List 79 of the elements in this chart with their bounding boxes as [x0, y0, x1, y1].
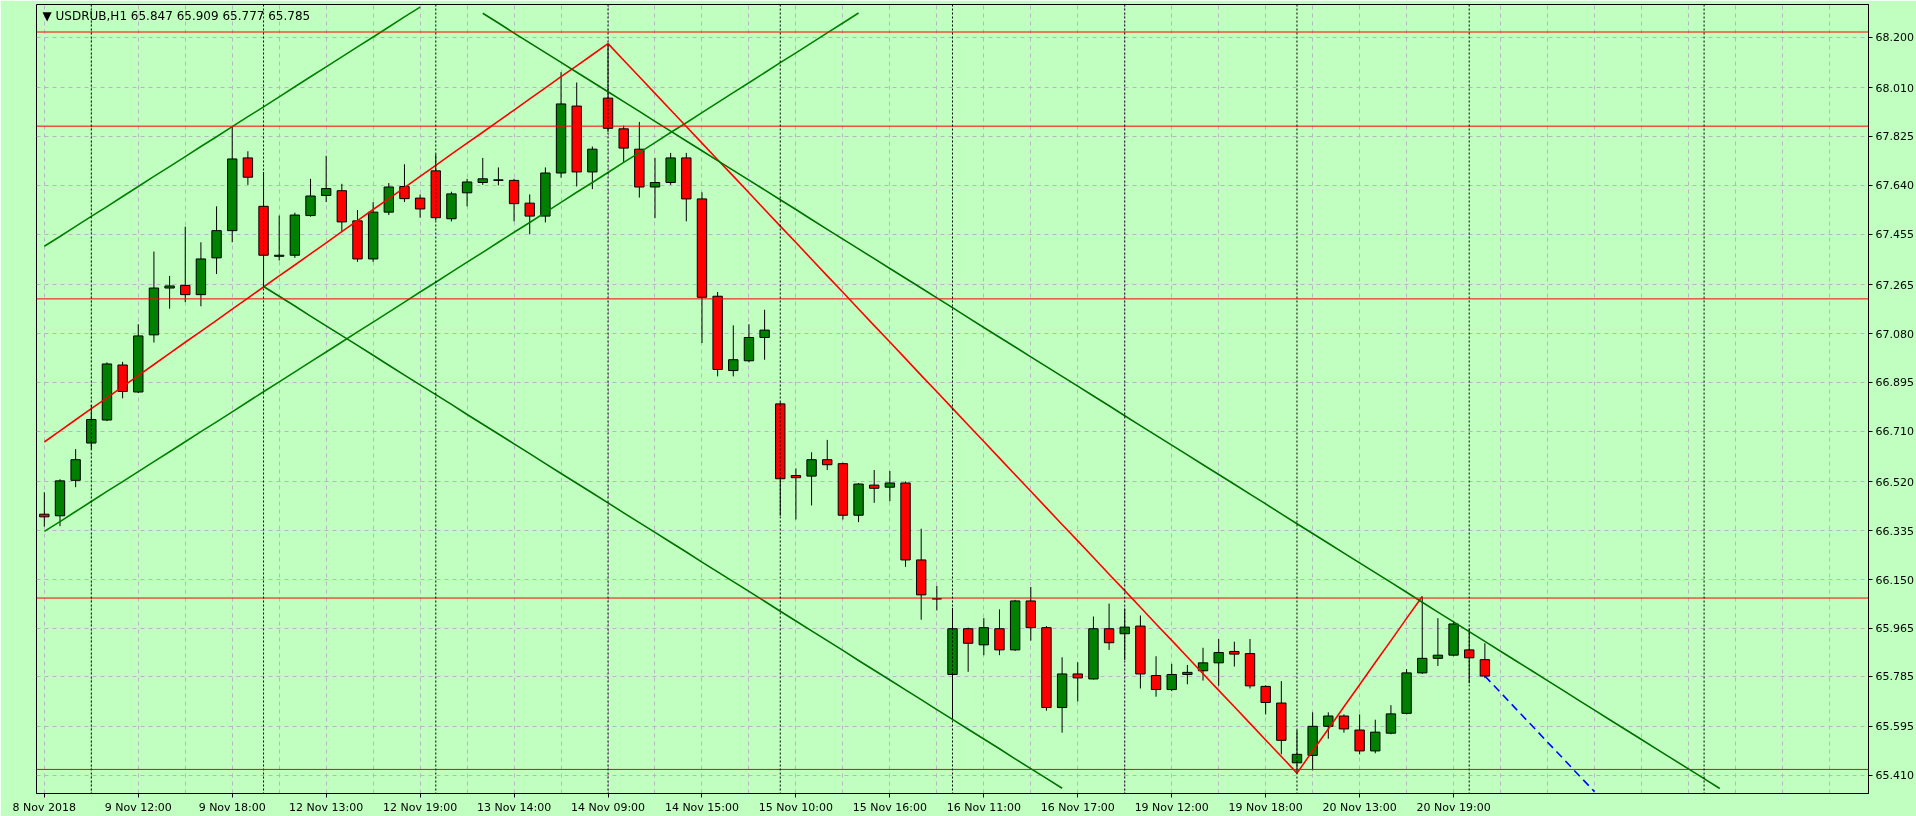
x-tick-label: 19 Nov 12:00 — [1134, 800, 1209, 814]
candlestick — [524, 193, 535, 235]
candlestick — [1213, 638, 1224, 687]
x-tick-label: 16 Nov 11:00 — [946, 800, 1021, 814]
candlestick — [884, 470, 896, 502]
candlestick — [978, 617, 990, 656]
y-tick-label: 67.265 — [1875, 278, 1914, 292]
x-tick-label: 20 Nov 13:00 — [1322, 800, 1397, 814]
candlestick — [1072, 661, 1083, 702]
x-tick-label: 12 Nov 19:00 — [383, 800, 458, 814]
candlestick — [274, 215, 285, 262]
candlestick — [70, 448, 81, 488]
x-tick-label: 12 Nov 13:00 — [289, 800, 364, 814]
candlestick — [1338, 713, 1350, 734]
x-tick-label: 15 Nov 10:00 — [758, 800, 834, 814]
candlestick — [320, 155, 332, 203]
y-tick-label: 65.410 — [1875, 769, 1914, 783]
candlestick — [962, 627, 974, 673]
candlestick — [759, 309, 770, 361]
x-tick-label: 16 Nov 17:00 — [1040, 800, 1115, 814]
y-tick-label: 67.080 — [1875, 327, 1914, 341]
candlestick — [1370, 719, 1381, 754]
candlestick — [305, 178, 316, 218]
candlestick — [1323, 711, 1334, 740]
chart-title: ▼ USDRUB,H1 65.847 65.909 65.777 65.785 — [42, 8, 311, 23]
candlestick — [1385, 704, 1397, 735]
candlestick — [1229, 641, 1240, 668]
candlestick — [790, 467, 802, 520]
candlestick — [1103, 603, 1115, 651]
y-tick-label: 68.200 — [1875, 31, 1914, 45]
y-tick-label: 65.785 — [1875, 670, 1914, 684]
y-tick-label: 67.825 — [1875, 130, 1914, 144]
candlestick — [728, 324, 739, 377]
y-tick-label: 65.965 — [1875, 622, 1914, 636]
candlestick — [806, 451, 817, 506]
line-series — [262, 285, 1063, 790]
candlestick — [587, 146, 598, 190]
y-tick-label: 66.895 — [1875, 376, 1914, 390]
y-tick-label: 66.150 — [1875, 573, 1914, 587]
x-tick-label: 14 Nov 15:00 — [664, 800, 740, 814]
candlestick — [1166, 663, 1177, 692]
candlestick — [1197, 647, 1209, 682]
candlestick — [1150, 655, 1162, 698]
candlestick — [743, 323, 755, 363]
x-tick-label: 20 Nov 19:00 — [1416, 800, 1491, 814]
y-tick-label: 66.520 — [1875, 475, 1914, 489]
x-tick-label: 9 Nov 12:00 — [104, 800, 172, 814]
candlestick — [1479, 642, 1491, 679]
candlestick — [1432, 617, 1444, 667]
candlestick — [869, 469, 880, 504]
x-tick-label: 8 Nov 2018 — [12, 800, 77, 814]
candlestick — [414, 193, 426, 219]
candlestick — [1354, 713, 1365, 755]
candlestick — [461, 178, 473, 207]
line-series — [43, 12, 860, 533]
y-tick-label: 67.455 — [1875, 228, 1914, 242]
y-tick-label: 66.710 — [1875, 425, 1914, 439]
y-tick-label: 67.640 — [1875, 179, 1914, 193]
candlestick — [994, 608, 1005, 656]
line-series — [43, 6, 421, 248]
x-tick-label: 15 Nov 16:00 — [852, 800, 927, 814]
y-tick-label: 65.595 — [1875, 720, 1914, 734]
x-tick-label: 13 Nov 14:00 — [476, 800, 552, 814]
x-tick-label: 19 Nov 18:00 — [1228, 800, 1303, 814]
candlestick — [164, 275, 175, 310]
x-tick-label: 14 Nov 09:00 — [570, 800, 646, 814]
y-tick-label: 68.010 — [1875, 81, 1914, 95]
candlestick — [1260, 684, 1271, 715]
candlestick — [649, 157, 661, 219]
candlestick — [477, 157, 488, 186]
y-tick-label: 66.335 — [1875, 524, 1914, 538]
candlestick — [1182, 664, 1193, 685]
line-series — [481, 12, 1721, 790]
candlestick — [399, 163, 410, 203]
candlestick — [242, 150, 254, 186]
candlestick — [822, 439, 833, 471]
x-tick-label: 9 Nov 18:00 — [198, 800, 266, 814]
candlestick — [508, 178, 520, 222]
candlestick — [1417, 595, 1428, 675]
